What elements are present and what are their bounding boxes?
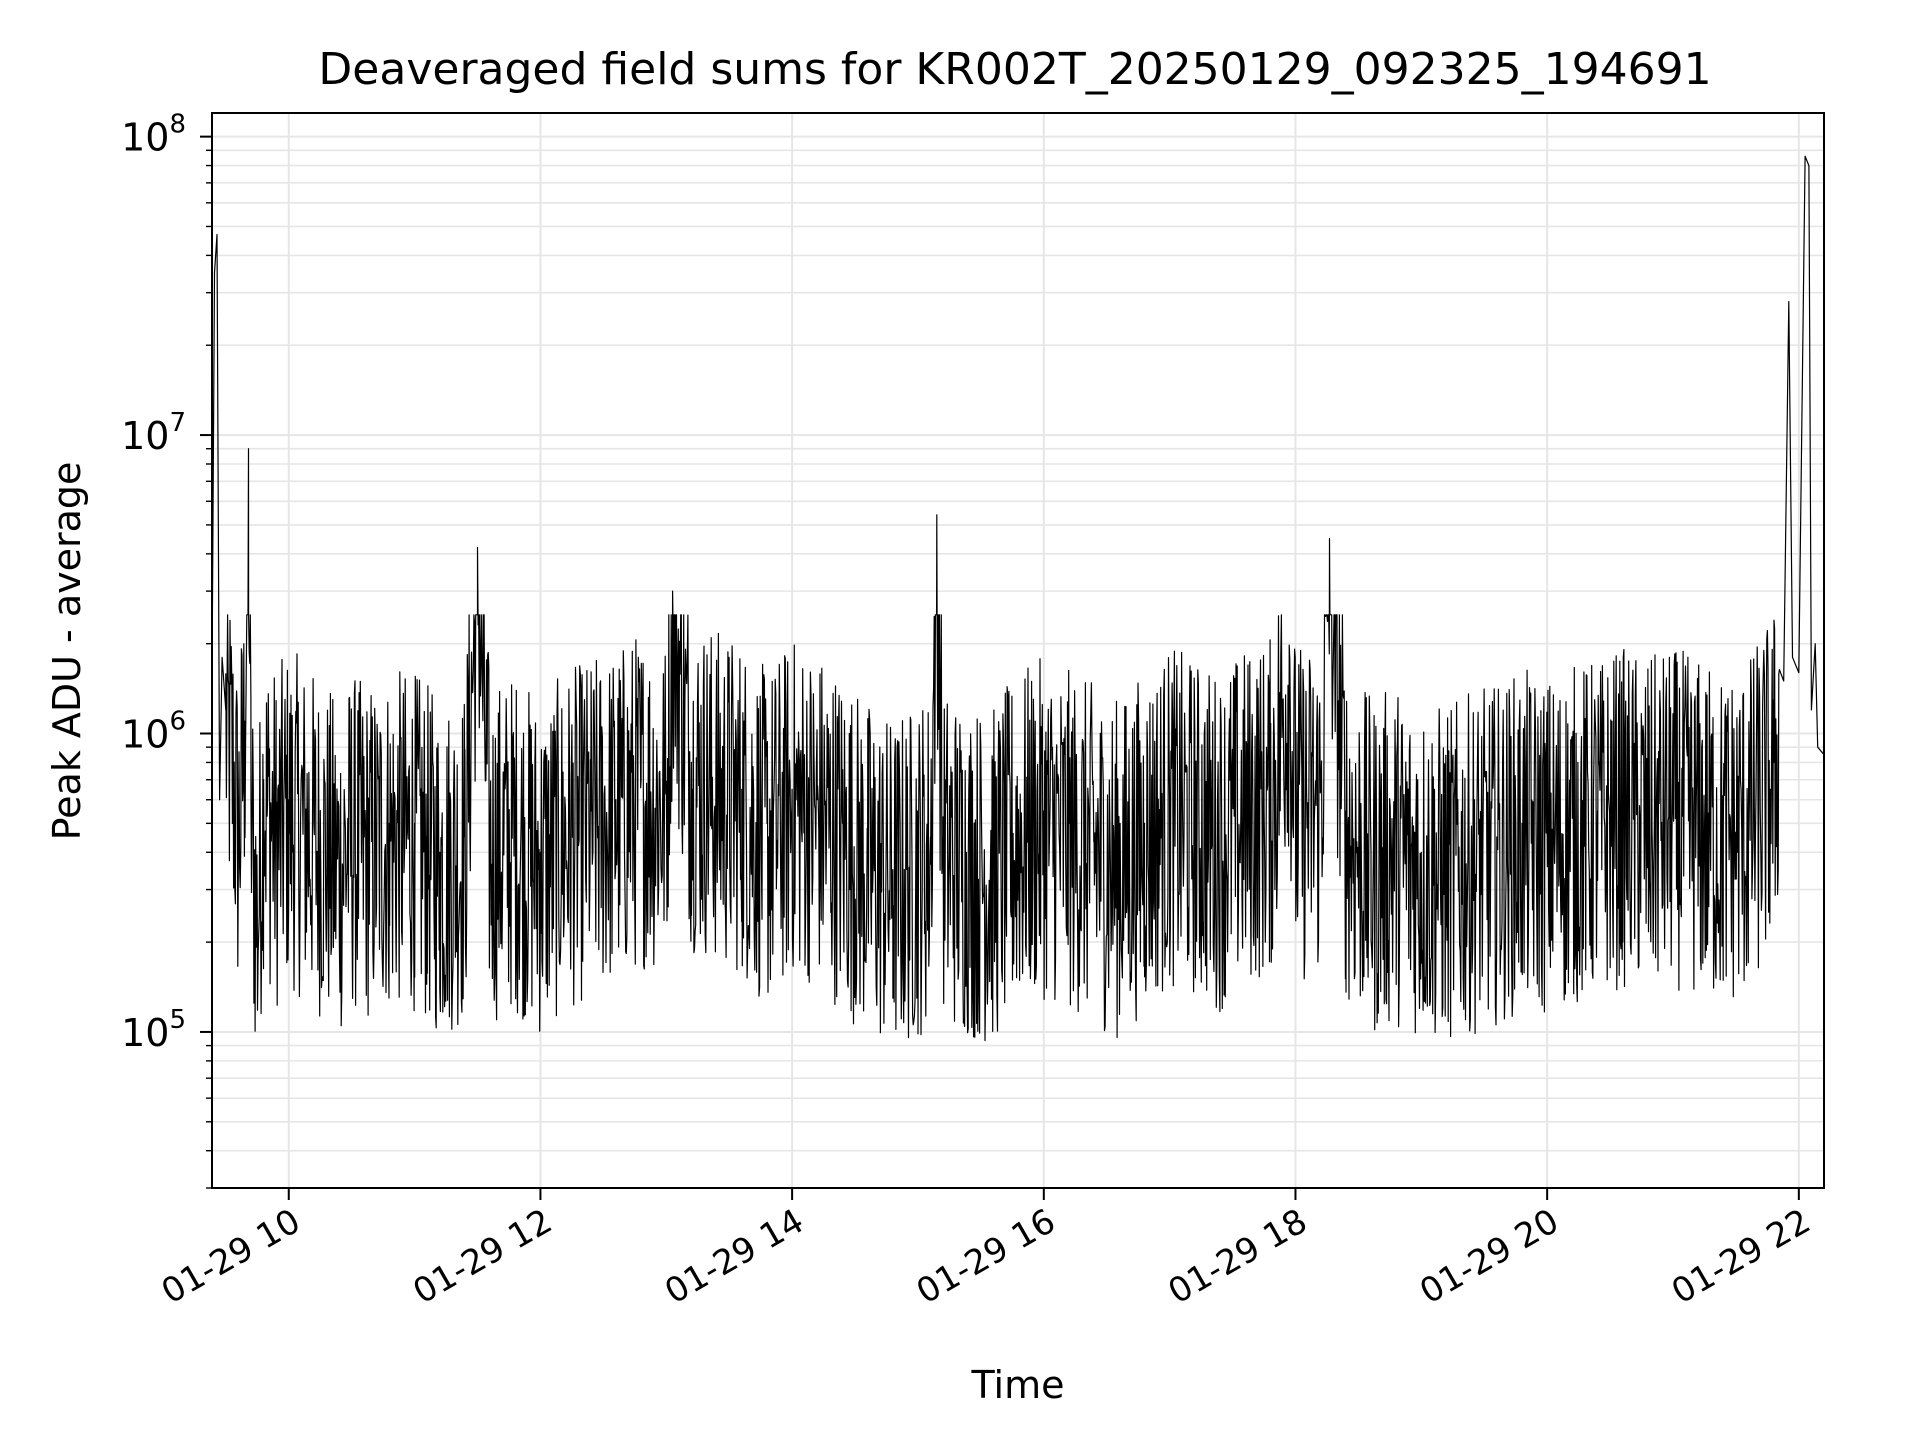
axis-layer: 01-29 10 01-29 12 01-29 14 01-29 16 01-29 18… bbox=[121, 110, 1817, 1313]
y-tick-label: 108 bbox=[121, 110, 186, 160]
y-axis-label: Peak ADU - average bbox=[45, 462, 89, 841]
x-tick-label: 01-29 12 bbox=[407, 1201, 559, 1312]
x-tick-label: 01-29 16 bbox=[910, 1201, 1062, 1312]
y-tick-label: 107 bbox=[121, 408, 186, 458]
chart-title: Deaveraged field sums for KR002T_2025012… bbox=[318, 44, 1711, 95]
grid-layer bbox=[212, 113, 1824, 1189]
y-tick-label: 105 bbox=[121, 1005, 186, 1055]
plot-frame bbox=[211, 112, 1825, 1189]
series-layer bbox=[211, 155, 1825, 1042]
x-tick-label: 01-29 20 bbox=[1413, 1201, 1565, 1312]
x-tick-label: 01-29 22 bbox=[1665, 1201, 1817, 1312]
x-tick-label: 01-29 10 bbox=[155, 1201, 307, 1312]
x-tick-label: 01-29 18 bbox=[1162, 1201, 1314, 1312]
x-axis-label: Time bbox=[971, 1363, 1065, 1407]
y-tick-label: 106 bbox=[121, 707, 186, 757]
series-line bbox=[211, 155, 1825, 1042]
x-tick-label: 01-29 14 bbox=[658, 1201, 810, 1312]
